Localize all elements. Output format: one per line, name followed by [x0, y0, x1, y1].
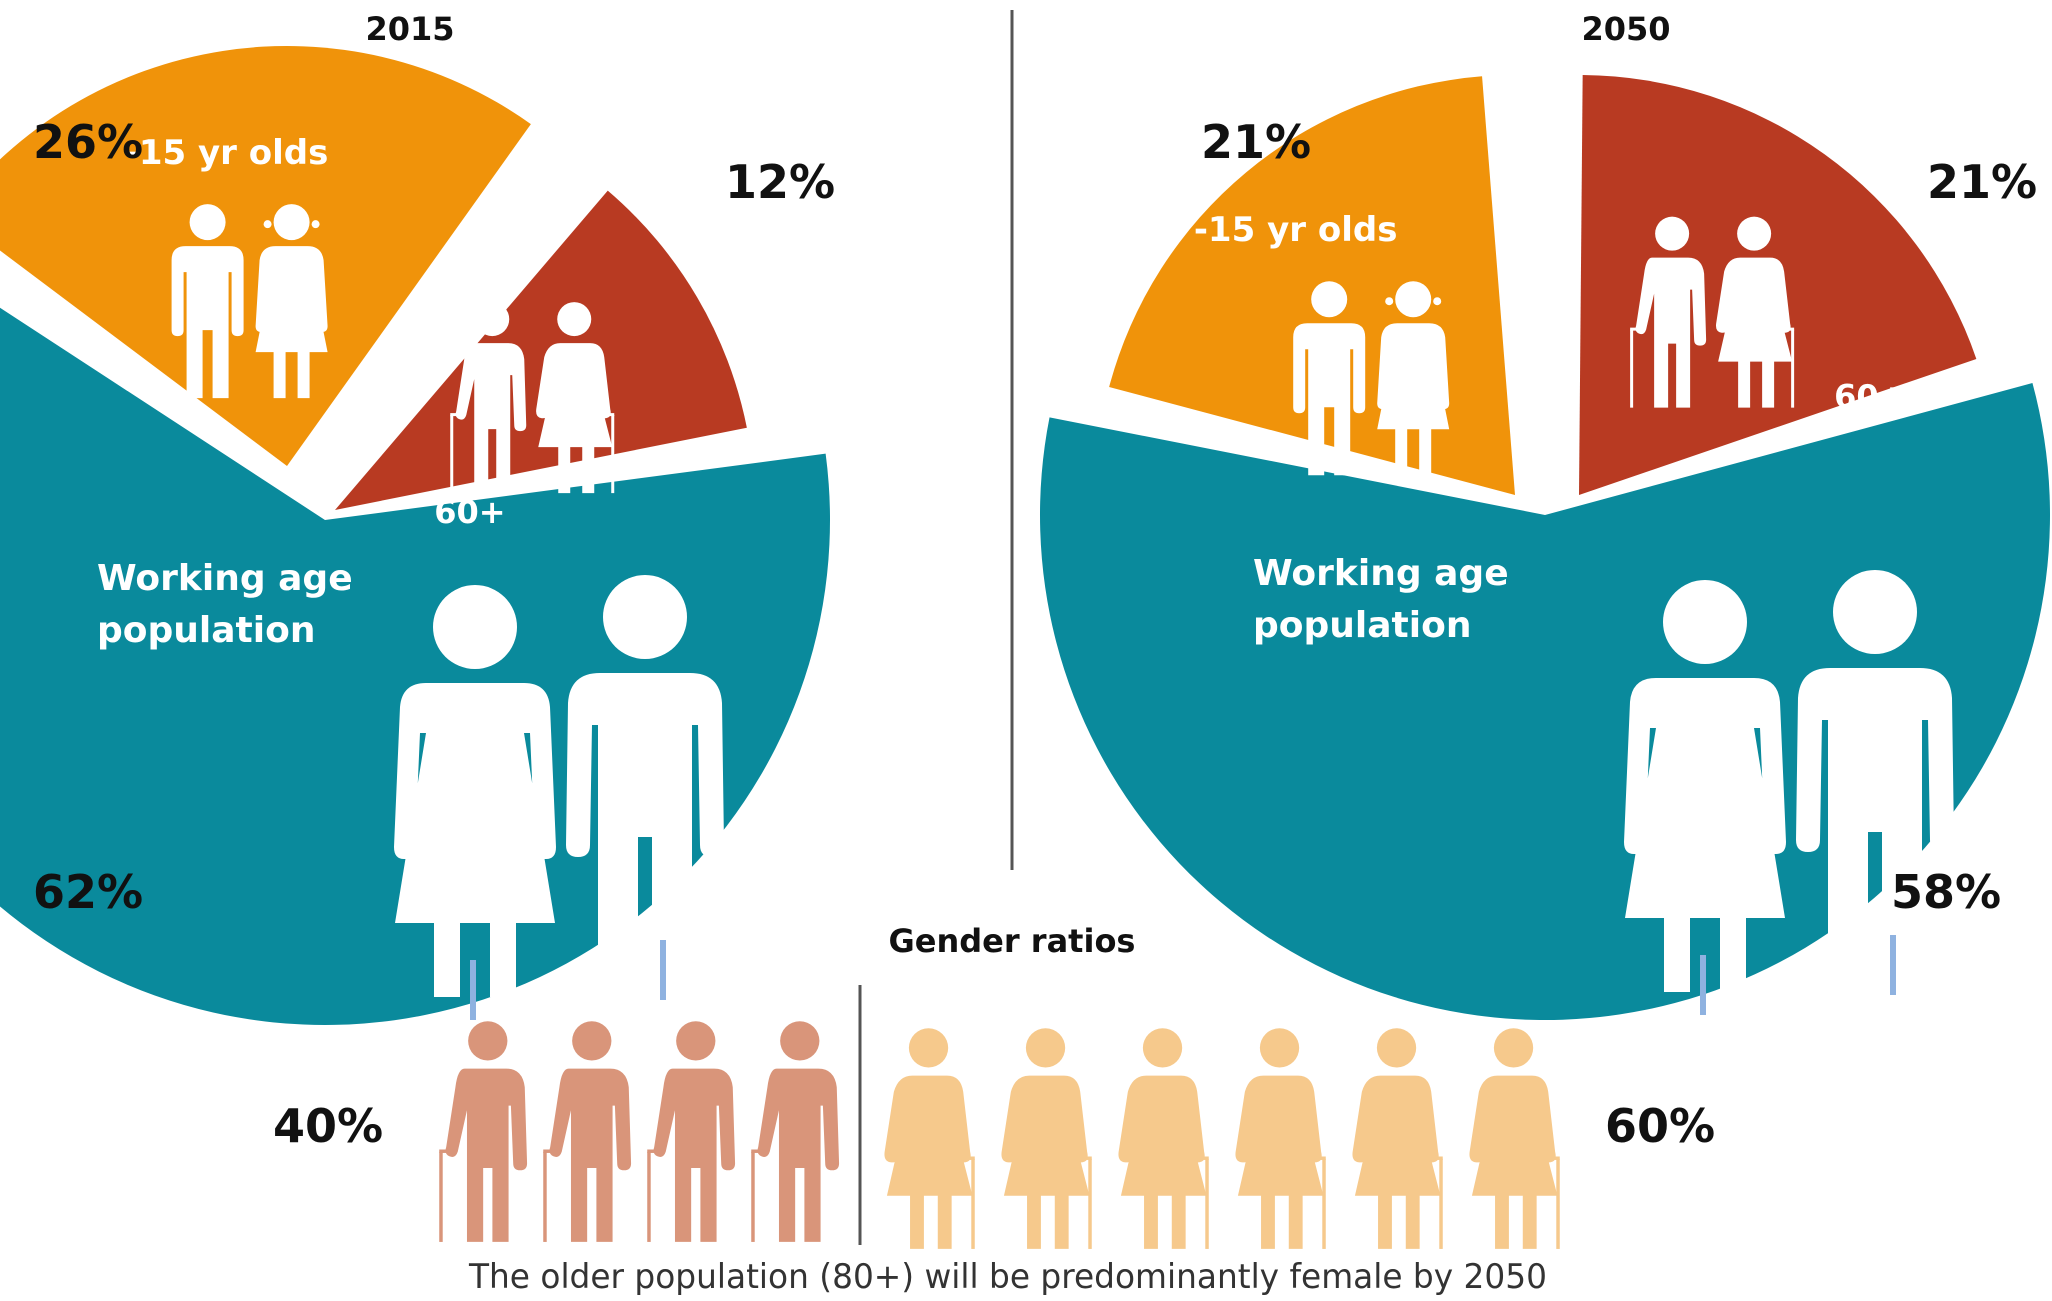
elderly-woman-ratio-icon [884, 1028, 975, 1249]
pie-chart-2015: 2015 -15 yr olds 60+ Working age population… [0, 10, 835, 1025]
elderly-woman-ratio-icon [1235, 1028, 1326, 1249]
children-slice-label: -15 yr olds [125, 133, 329, 173]
pie-slice-older [335, 190, 747, 510]
children-slice-label: -15 yr olds [1194, 210, 1398, 250]
elderly-man-ratio-icon [543, 1021, 632, 1242]
children-percent-label: 26% [33, 115, 143, 169]
working-slice-label: Working age [97, 558, 353, 599]
older-slice-label: 60+ [1834, 378, 1905, 416]
children-percent-label: 21% [1201, 115, 1311, 169]
older-percent-label: 12% [725, 155, 835, 209]
stripe-mark [1700, 955, 1706, 1015]
elderly-woman-ratio-icon [1001, 1028, 1092, 1249]
caption: The older population (80+) will be predo… [468, 1257, 1547, 1297]
older-percent-label: 21% [1927, 155, 2037, 209]
gender-ratios-title: Gender ratios [889, 922, 1136, 960]
pie-chart-2050: 2050 -15 yr olds 60+ Working age population… [1040, 10, 2050, 1020]
elderly-woman-ratio-icon [1469, 1028, 1560, 1249]
working-slice-label: population [1253, 605, 1471, 646]
gender-ratios: Gender ratios 40% 60% [273, 922, 1715, 1249]
stripe-mark [470, 960, 476, 1020]
elderly-woman-ratio-icon [1352, 1028, 1443, 1249]
pie-title-2050: 2050 [1581, 10, 1670, 48]
working-slice-label: population [97, 610, 315, 651]
stripe-mark [1890, 935, 1896, 995]
stripe-mark [660, 940, 666, 1000]
working-percent-label: 58% [1891, 865, 2001, 919]
pie-title-2015: 2015 [365, 10, 454, 48]
women-percent-label: 60% [1605, 1099, 1715, 1153]
men-percent-label: 40% [273, 1099, 383, 1153]
elderly-woman-ratio-icon [1118, 1028, 1209, 1249]
elderly-man-ratio-icon [647, 1021, 736, 1242]
working-percent-label: 62% [33, 865, 143, 919]
elderly-man-ratio-icon [751, 1021, 840, 1242]
working-slice-label: Working age [1253, 553, 1509, 594]
older-slice-label: 60+ [434, 493, 505, 531]
pie-slice-working [1040, 383, 2050, 1020]
elderly-man-ratio-icon [439, 1021, 528, 1242]
